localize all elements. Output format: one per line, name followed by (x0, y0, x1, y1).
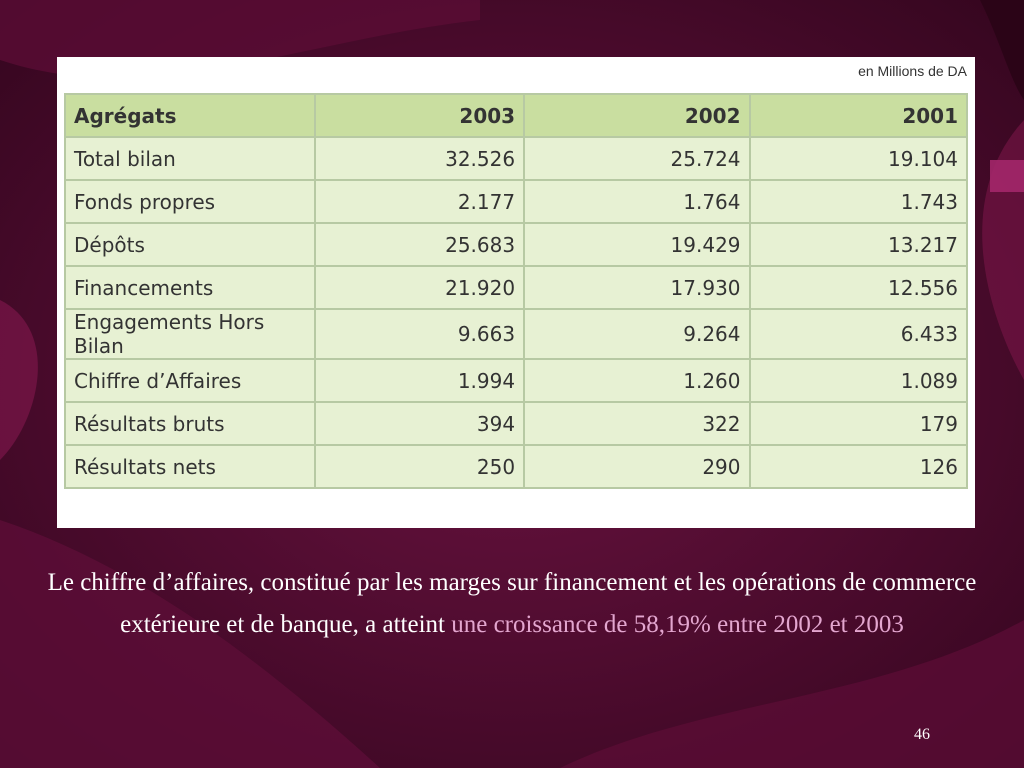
cell-value: 1.743 (748, 179, 969, 224)
caption-text: Le chiffre d’affaires, constitué par les… (47, 569, 977, 638)
header-2001: 2001 (748, 93, 969, 138)
cell-value: 19.104 (748, 136, 969, 181)
cell-value: 19.429 (523, 222, 751, 267)
table-row: Fonds propres 2.177 1.764 1.743 (64, 179, 969, 224)
table-row: Financements 21.920 17.930 12.556 (64, 265, 969, 310)
row-label: Résultats bruts (64, 401, 316, 446)
cell-value: 2.177 (313, 179, 526, 224)
cell-value: 126 (748, 444, 969, 489)
cell-value: 1.764 (523, 179, 751, 224)
row-label: Fonds propres (64, 179, 316, 224)
cell-value: 21.920 (313, 265, 526, 310)
cell-value: 12.556 (748, 265, 969, 310)
cell-value: 25.724 (523, 136, 751, 181)
data-table-card: en Millions de DA Agrégats 2003 2002 200… (57, 57, 975, 528)
table-row: Résultats nets 250 290 126 (64, 444, 969, 489)
cell-value: 1.260 (523, 358, 751, 403)
row-label: Résultats nets (64, 444, 316, 489)
caption-highlight: une croissance de 58,19% entre 2002 et 2… (451, 611, 904, 638)
unit-note: en Millions de DA (858, 63, 967, 79)
cell-value: 17.930 (523, 265, 751, 310)
cell-value: 179 (748, 401, 969, 446)
cell-value: 1.994 (313, 358, 526, 403)
slide-caption: Le chiffre d’affaires, constitué par les… (40, 562, 984, 646)
table-row: Dépôts 25.683 19.429 13.217 (64, 222, 969, 267)
aggregates-table: Agrégats 2003 2002 2001 Total bilan 32.5… (64, 93, 969, 489)
table-row: Total bilan 32.526 25.724 19.104 (64, 136, 969, 181)
header-aggregates: Agrégats (64, 93, 316, 138)
table-header-row: Agrégats 2003 2002 2001 (64, 93, 969, 138)
cell-value: 6.433 (748, 308, 969, 360)
header-2002: 2002 (523, 93, 751, 138)
cell-value: 394 (313, 401, 526, 446)
cell-value: 13.217 (748, 222, 969, 267)
table-row: Engagements Hors Bilan 9.663 9.264 6.433 (64, 308, 969, 360)
cell-value: 1.089 (748, 358, 969, 403)
row-label: Total bilan (64, 136, 316, 181)
row-label: Engagements Hors Bilan (64, 308, 316, 360)
cell-value: 250 (313, 444, 526, 489)
page-number: 46 (914, 726, 930, 743)
cell-value: 322 (523, 401, 751, 446)
cell-value: 9.663 (313, 308, 526, 360)
cell-value: 290 (523, 444, 751, 489)
cell-value: 32.526 (313, 136, 526, 181)
cell-value: 25.683 (313, 222, 526, 267)
cell-value: 9.264 (523, 308, 751, 360)
row-label: Dépôts (64, 222, 316, 267)
table-row: Résultats bruts 394 322 179 (64, 401, 969, 446)
header-2003: 2003 (313, 93, 526, 138)
table-row: Chiffre d’Affaires 1.994 1.260 1.089 (64, 358, 969, 403)
row-label: Financements (64, 265, 316, 310)
row-label: Chiffre d’Affaires (64, 358, 316, 403)
